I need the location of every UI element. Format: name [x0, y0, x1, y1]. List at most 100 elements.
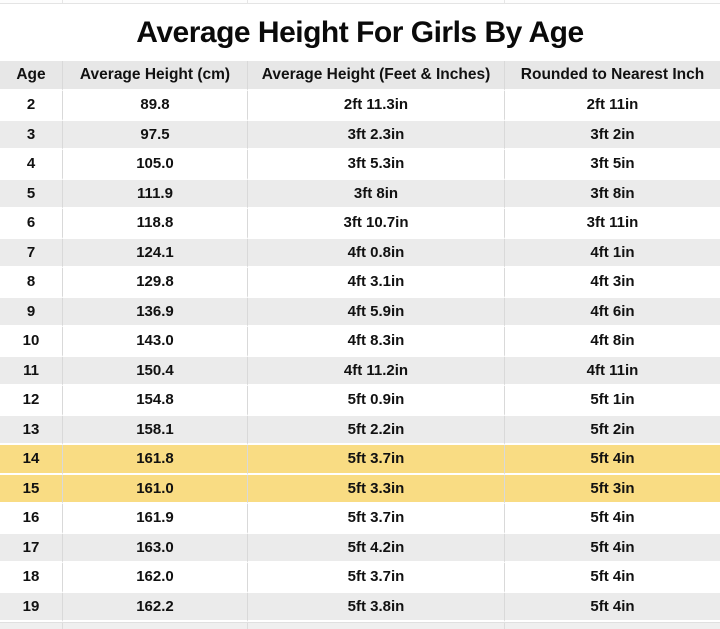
table-row: 19 162.2 5ft 3.8in 5ft 4in	[0, 592, 720, 622]
table-cell: 163.0	[63, 533, 248, 563]
table-cell: 3	[0, 120, 63, 150]
table-cell: 105.0	[63, 150, 248, 180]
table-cell: 5ft 2.2in	[248, 415, 505, 445]
table-row: 2 89.8 2ft 11.3in 2ft 11in	[0, 91, 720, 121]
table-cell: 19	[0, 592, 63, 622]
table-cell: 18	[0, 563, 63, 593]
table-cell: 15	[0, 474, 63, 504]
title-band: Average Height For Girls By Age	[0, 4, 720, 61]
table-cell: 4ft 0.8in	[248, 238, 505, 268]
table-cell: 9	[0, 297, 63, 327]
table-cell: 5ft 4in	[505, 592, 720, 622]
table-header-row: Age Average Height (cm) Average Height (…	[0, 61, 720, 91]
table-cell: 4ft 11in	[505, 356, 720, 386]
table-cell: 5ft 0.9in	[248, 386, 505, 416]
table-cell: 162.0	[63, 563, 248, 593]
table-cell: 5ft 4in	[505, 533, 720, 563]
table-cell: 2ft 11.3in	[248, 91, 505, 121]
table-row: 11 150.4 4ft 11.2in 4ft 11in	[0, 356, 720, 386]
table-cell: 5ft 1in	[505, 386, 720, 416]
table-cell: 10	[0, 327, 63, 357]
table-cell: 3ft 10.7in	[248, 209, 505, 239]
table-cell: 5ft 3.7in	[248, 504, 505, 534]
column-header-cm: Average Height (cm)	[63, 61, 248, 91]
table-cell: 161.9	[63, 504, 248, 534]
table-cell: 5ft 2in	[505, 415, 720, 445]
table-cell: 161.0	[63, 474, 248, 504]
table-cell: 5ft 4in	[505, 563, 720, 593]
table-cell: 3ft 2.3in	[248, 120, 505, 150]
table-cell: 4ft 8in	[505, 327, 720, 357]
table-row: 6 118.8 3ft 10.7in 3ft 11in	[0, 209, 720, 239]
table-cell: 129.8	[63, 268, 248, 298]
table-cell: 158.1	[63, 415, 248, 445]
table-cell: 11	[0, 356, 63, 386]
table-cell: 2ft 11in	[505, 91, 720, 121]
table-cell: 150.4	[63, 356, 248, 386]
table-row: 9 136.9 4ft 5.9in 4ft 6in	[0, 297, 720, 327]
table-cell: 5ft 4.2in	[248, 533, 505, 563]
table-cell: 8	[0, 268, 63, 298]
height-table: Age Average Height (cm) Average Height (…	[0, 61, 720, 622]
table-row: 12 154.8 5ft 0.9in 5ft 1in	[0, 386, 720, 416]
table-cell: 3ft 11in	[505, 209, 720, 239]
table-cell: 3ft 8in	[505, 179, 720, 209]
table-cell: 143.0	[63, 327, 248, 357]
table-cell: 3ft 5in	[505, 150, 720, 180]
table-cell: 5ft 4in	[505, 504, 720, 534]
grid-line	[247, 623, 248, 629]
table-cell: 4ft 1in	[505, 238, 720, 268]
table-cell: 5ft 3.8in	[248, 592, 505, 622]
table-cell: 5ft 3in	[505, 474, 720, 504]
table-cell: 4ft 11.2in	[248, 356, 505, 386]
table-row: 18 162.0 5ft 3.7in 5ft 4in	[0, 563, 720, 593]
table-cell: 13	[0, 415, 63, 445]
table-row: 4 105.0 3ft 5.3in 3ft 5in	[0, 150, 720, 180]
grid-line	[504, 623, 505, 629]
table-cell: 5ft 3.7in	[248, 563, 505, 593]
table-cell: 124.1	[63, 238, 248, 268]
table-cell: 3ft 2in	[505, 120, 720, 150]
table-cell: 4ft 3in	[505, 268, 720, 298]
table-row: 7 124.1 4ft 0.8in 4ft 1in	[0, 238, 720, 268]
table-row: 17 163.0 5ft 4.2in 5ft 4in	[0, 533, 720, 563]
table-cell: 5ft 3.3in	[248, 474, 505, 504]
cropped-bottom-row	[0, 622, 720, 629]
table-cell: 111.9	[63, 179, 248, 209]
table-cell: 4ft 3.1in	[248, 268, 505, 298]
table-row: 15 161.0 5ft 3.3in 5ft 3in	[0, 474, 720, 504]
column-header-rounded-inch: Rounded to Nearest Inch	[505, 61, 720, 91]
table-row: 5 111.9 3ft 8in 3ft 8in	[0, 179, 720, 209]
table-cell: 6	[0, 209, 63, 239]
cropped-top-row	[0, 0, 720, 4]
table-cell: 89.8	[63, 91, 248, 121]
column-header-feet-inches: Average Height (Feet & Inches)	[248, 61, 505, 91]
table-cell: 7	[0, 238, 63, 268]
page-title: Average Height For Girls By Age	[136, 15, 584, 49]
table-cell: 118.8	[63, 209, 248, 239]
table-row: 10 143.0 4ft 8.3in 4ft 8in	[0, 327, 720, 357]
table-cell: 5ft 3.7in	[248, 445, 505, 475]
table-cell: 2	[0, 91, 63, 121]
table-cell: 154.8	[63, 386, 248, 416]
table-cell: 3ft 8in	[248, 179, 505, 209]
grid-line	[62, 623, 63, 629]
table-cell: 17	[0, 533, 63, 563]
table-cell: 4ft 6in	[505, 297, 720, 327]
table-cell: 162.2	[63, 592, 248, 622]
table-cell: 5ft 4in	[505, 445, 720, 475]
grid-line	[247, 0, 248, 3]
grid-line	[504, 0, 505, 3]
table-row: 14 161.8 5ft 3.7in 5ft 4in	[0, 445, 720, 475]
grid-line	[62, 0, 63, 3]
table-cell: 4	[0, 150, 63, 180]
table-cell: 4ft 5.9in	[248, 297, 505, 327]
table-cell: 5	[0, 179, 63, 209]
column-header-age: Age	[0, 61, 63, 91]
table-row: 3 97.5 3ft 2.3in 3ft 2in	[0, 120, 720, 150]
table-cell: 136.9	[63, 297, 248, 327]
table-cell: 12	[0, 386, 63, 416]
table-cell: 14	[0, 445, 63, 475]
table-cell: 4ft 8.3in	[248, 327, 505, 357]
